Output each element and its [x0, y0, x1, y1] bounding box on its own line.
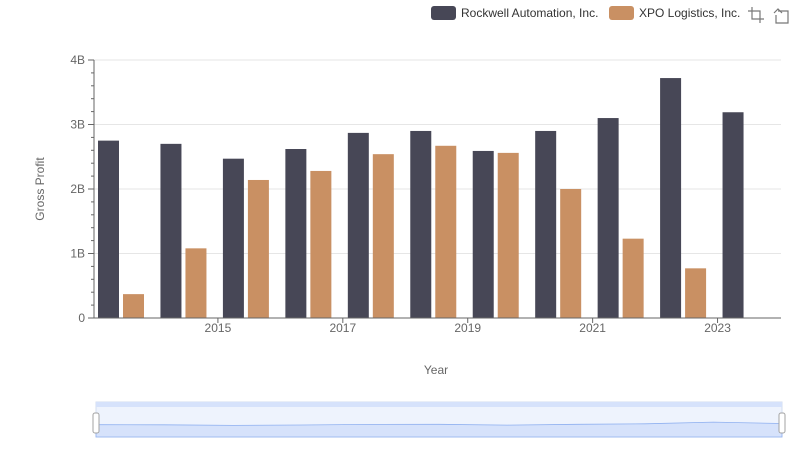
data-zoom-slider[interactable] [92, 401, 786, 438]
bar-rockwell[interactable] [472, 150, 494, 318]
legend: Rockwell Automation, Inc. XPO Logistics,… [431, 6, 740, 20]
bar-xpo[interactable] [560, 189, 582, 318]
bar-rockwell[interactable] [722, 112, 744, 319]
legend-swatch-xpo[interactable] [609, 6, 634, 20]
x-tick-label: 2015 [205, 321, 232, 335]
bar-rockwell[interactable] [535, 130, 557, 318]
bar-rockwell[interactable] [660, 78, 682, 318]
x-tick-label: 2021 [579, 321, 606, 335]
legend-label-xpo[interactable]: XPO Logistics, Inc. [639, 6, 740, 20]
x-tick-label: 2017 [329, 321, 356, 335]
bar-rockwell[interactable] [285, 149, 307, 318]
slider-top-bar[interactable] [96, 402, 782, 407]
y-tick-label: 1B [70, 247, 85, 261]
legend-label-rockwell[interactable]: Rockwell Automation, Inc. [461, 6, 598, 20]
crop-icon[interactable] [748, 7, 764, 23]
y-tick-label: 3B [70, 118, 85, 132]
bars [98, 78, 744, 319]
bar-rockwell[interactable] [222, 158, 244, 318]
reset-icon[interactable] [773, 8, 789, 24]
bar-rockwell[interactable] [410, 130, 432, 318]
bar-xpo[interactable] [247, 179, 269, 318]
bar-xpo[interactable] [185, 248, 207, 318]
bar-xpo[interactable] [622, 238, 644, 318]
y-tick-label: 0 [78, 311, 85, 325]
bar-xpo[interactable] [310, 170, 332, 318]
bar-xpo[interactable] [123, 294, 144, 318]
slider-left-handle[interactable] [92, 412, 100, 434]
legend-swatch-rockwell[interactable] [431, 6, 456, 20]
y-tick-label: 2B [70, 182, 85, 196]
x-tick-label: 2019 [454, 321, 481, 335]
bar-rockwell[interactable] [160, 143, 182, 318]
x-axis: 2015 2017 2019 2021 2023 [94, 317, 781, 335]
bar-rockwell[interactable] [347, 132, 369, 318]
bar-xpo[interactable] [372, 154, 394, 318]
slider-preview-area [95, 421, 783, 438]
y-axis: 0 1B 2B 3B 4B [70, 53, 95, 325]
bar-rockwell[interactable] [597, 118, 619, 318]
slider-right-handle[interactable] [778, 412, 786, 434]
x-axis-title: Year [424, 363, 448, 377]
x-tick-label: 2023 [704, 321, 731, 335]
y-axis-title: Gross Profit [33, 157, 47, 221]
y-tick-label: 4B [70, 53, 85, 67]
bar-xpo[interactable] [497, 152, 519, 318]
bar-xpo[interactable] [685, 268, 707, 318]
bar-rockwell[interactable] [98, 140, 119, 318]
bar-xpo[interactable] [435, 145, 457, 318]
